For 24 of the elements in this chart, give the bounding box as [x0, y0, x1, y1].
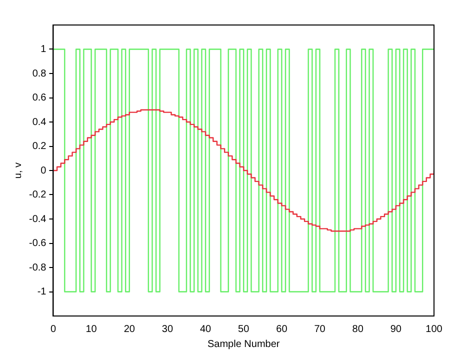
x-tick-label: 70 — [314, 324, 326, 335]
y-tick-label: 1 — [40, 44, 47, 55]
y-axis-title: u, v — [12, 162, 24, 179]
y-tick-label: -0.2 — [28, 190, 47, 200]
y-tick-label: 0.6 — [32, 92, 47, 104]
x-tick-label: 20 — [124, 324, 136, 335]
x-tick-label: 10 — [86, 324, 98, 335]
y-tick-label: -0.4 — [28, 214, 47, 225]
y-tick-label: 0.2 — [32, 141, 47, 152]
x-tick-label: 60 — [276, 324, 288, 335]
x-tick-label: 40 — [200, 324, 212, 335]
x-axis-title: Sample Number — [207, 338, 280, 350]
y-tick-label: -0.8 — [28, 262, 47, 274]
y-tick-label: 0.4 — [32, 116, 47, 128]
x-tick-label: 80 — [352, 324, 364, 335]
x-tick-label: 30 — [162, 324, 174, 335]
x-tick-label: 0 — [50, 324, 56, 335]
y-tick-label: 0 — [40, 165, 47, 176]
x-tick-label: 50 — [238, 324, 250, 335]
x-tick-label: 100 — [426, 324, 443, 335]
y-tick-label: -0.6 — [28, 238, 47, 249]
y-tick-label: 0.8 — [32, 68, 47, 80]
x-tick-label: 90 — [390, 324, 402, 335]
y-tick-label: -1 — [37, 286, 47, 298]
